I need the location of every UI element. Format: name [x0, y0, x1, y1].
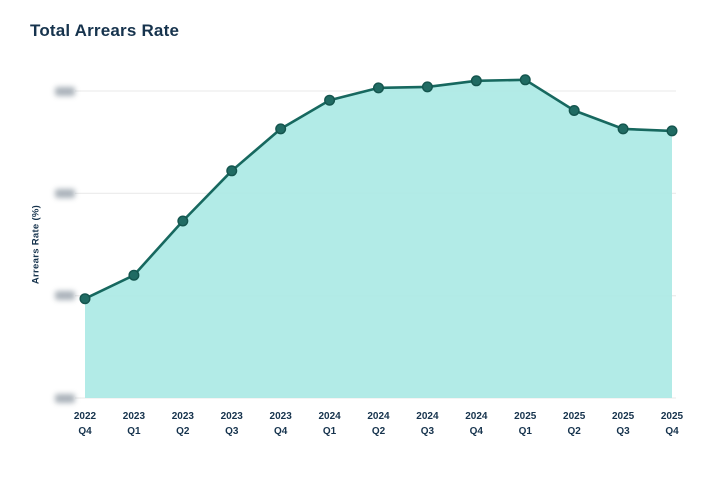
x-axis-label-2023-q4: 2023 Q4 [257, 409, 305, 439]
x-axis-label-2025-q4: 2025 Q4 [648, 409, 696, 439]
y-tick-label-redacted [55, 188, 75, 198]
x-axis-label-2024-q1: 2024 Q1 [306, 409, 354, 439]
x-label-year: 2025 [563, 411, 586, 422]
x-label-quarter: Q3 [420, 426, 435, 437]
y-tick-label-redacted [55, 86, 75, 96]
x-axis-label-2025-q1: 2025 Q1 [501, 409, 549, 439]
x-label-year: 2024 [465, 411, 488, 422]
y-tick-label-redacted [55, 393, 75, 403]
x-label-quarter: Q4 [78, 426, 92, 437]
x-axis-label-2025-q2: 2025 Q2 [550, 409, 598, 439]
x-label-quarter: Q1 [322, 426, 337, 437]
x-axis-label-2023-q2: 2023 Q2 [159, 409, 207, 439]
data-point-2023-q3[interactable] [226, 165, 238, 177]
x-axis-label-2024-q2: 2024 Q2 [355, 409, 403, 439]
data-point-2025-q2[interactable] [568, 104, 580, 116]
x-axis-label-2024-q3: 2024 Q3 [403, 409, 451, 439]
data-point-2023-q1[interactable] [128, 269, 140, 281]
x-label-quarter: Q1 [127, 426, 141, 437]
x-label-year: 2025 [611, 411, 635, 422]
x-axis-label-2024-q4: 2024 Q4 [452, 409, 500, 439]
x-label-quarter: Q3 [616, 426, 630, 437]
x-label-year: 2023 [171, 411, 194, 422]
x-label-quarter: Q4 [273, 426, 288, 437]
x-label-year: 2024 [416, 411, 439, 422]
x-label-year: 2023 [122, 411, 146, 422]
x-label-quarter: Q1 [518, 426, 532, 437]
data-point-2023-q4[interactable] [275, 123, 287, 135]
data-point-2025-q1[interactable] [519, 74, 531, 86]
x-label-quarter: Q3 [225, 426, 239, 437]
data-point-2024-q2[interactable] [373, 82, 385, 94]
data-point-2022-q4[interactable] [79, 293, 91, 305]
x-label-year: 2024 [367, 411, 390, 422]
x-label-year: 2022 [73, 411, 97, 422]
data-point-2025-q3[interactable] [617, 123, 629, 135]
x-label-quarter: Q4 [469, 426, 483, 437]
x-label-quarter: Q2 [567, 426, 581, 437]
x-axis-label-2022-q4: 2022 Q4 [61, 409, 109, 439]
x-label-year: 2024 [318, 411, 341, 422]
x-label-year: 2023 [269, 411, 292, 422]
data-point-2024-q4[interactable] [470, 75, 482, 87]
x-label-quarter: Q2 [371, 426, 386, 437]
data-point-2024-q1[interactable] [324, 94, 336, 106]
x-label-year: 2025 [514, 411, 537, 422]
data-point-2024-q3[interactable] [421, 81, 433, 93]
x-axis-label-2025-q3: 2025 Q3 [599, 409, 647, 439]
y-tick-label-redacted [55, 291, 75, 301]
area-fill [85, 79, 672, 399]
x-label-year: 2025 [660, 411, 684, 422]
x-label-year: 2023 [220, 411, 243, 422]
x-axis-label-2023-q1: 2023 Q1 [110, 409, 158, 439]
x-label-quarter: Q2 [176, 426, 190, 437]
data-point-2025-q4[interactable] [666, 125, 678, 137]
x-axis-label-2023-q3: 2023 Q3 [208, 409, 256, 439]
x-label-quarter: Q4 [665, 426, 679, 437]
data-point-2023-q2[interactable] [177, 215, 189, 227]
chart-title: Total Arrears Rate [30, 21, 180, 40]
